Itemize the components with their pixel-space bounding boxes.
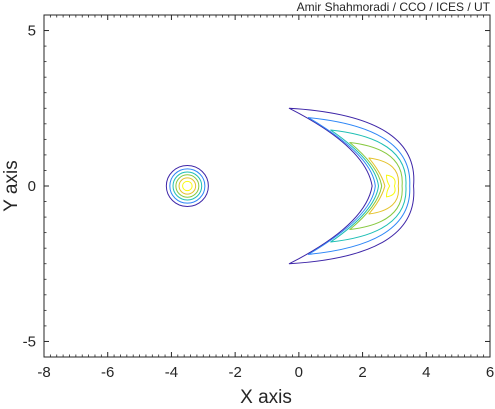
circle-contour (165, 164, 209, 208)
x-tick-label: -4 (165, 364, 178, 381)
x-tick-label: 2 (358, 364, 366, 381)
crescent-contour (385, 174, 396, 198)
crescent-contour (349, 141, 403, 231)
y-tick-label: -5 (23, 333, 36, 350)
crescent-contour (330, 129, 407, 243)
circle-contour (169, 168, 206, 204)
crescent-contour (368, 157, 399, 215)
plot-area: -8 -6 -4 -2 0 2 4 6 -5 0 5 (23, 14, 494, 381)
x-tick-label: 0 (295, 364, 303, 381)
y-axis-label: Y axis (1, 160, 22, 211)
x-tick-label: -2 (228, 364, 241, 381)
y-tick-label: 0 (28, 178, 36, 195)
plot-frame (43, 14, 491, 358)
circle-contour (172, 171, 203, 201)
y-tick-label: 5 (28, 23, 36, 40)
x-tick-label: -6 (101, 364, 114, 381)
crescent-contour (288, 107, 415, 265)
x-axis-label: X axis (240, 387, 292, 408)
x-tick-label: 4 (422, 364, 430, 381)
x-tick-label: -8 (37, 364, 50, 381)
circle-contour (182, 180, 193, 192)
circle-contour (178, 177, 197, 195)
credit-text: Amir Shahmoradi / CCO / ICES / UT (297, 0, 491, 14)
crescent-contour (307, 117, 411, 255)
x-tick-label: 6 (486, 364, 494, 381)
circle-contour (175, 174, 200, 198)
